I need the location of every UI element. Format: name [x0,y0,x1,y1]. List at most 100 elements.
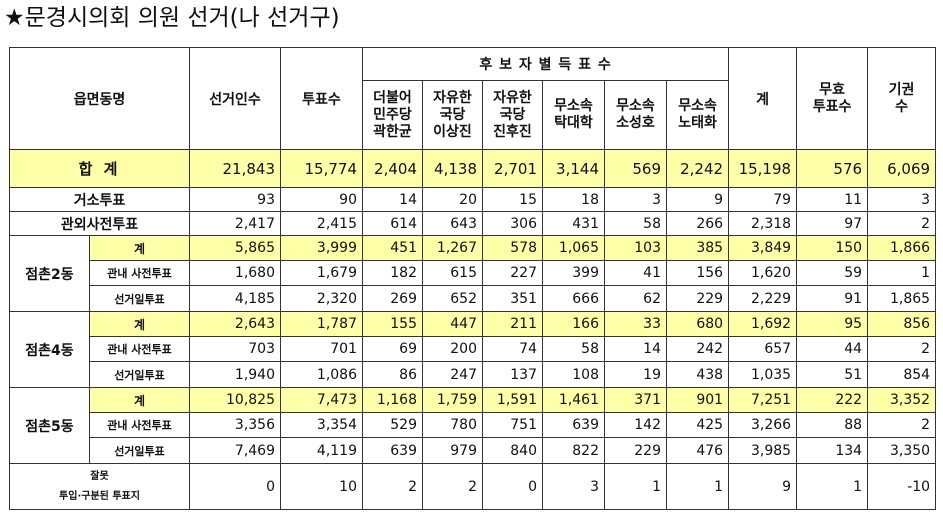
table-cell: 431 [542,211,605,236]
table-cell: 979 [422,437,483,464]
table-cell: 1,620 [728,260,798,286]
table-cell: 751 [482,412,543,438]
table-cell: 229 [665,285,730,312]
table-cell: 14 [362,187,423,212]
table-cell: 41 [604,260,667,286]
table-cell: 3,999 [280,235,363,261]
header-candidate-1: 더불어 민주당 곽한균 [362,80,423,150]
table-cell: 615 [422,260,483,286]
table-row: 점촌2동 계 5,865 3,999 451 1,267 578 1,065 103 385 3… [9,235,937,312]
table-row: 점촌4동 계 2,643 1,787 155 447 211 166 33 680 1,692 9… [9,311,937,388]
table-cell: 822 [542,437,605,464]
sub-label: 선거일투표 [89,285,190,312]
table-cell: 451 [362,235,423,261]
table-cell: 7,473 [280,387,363,413]
table-cell: 97 [796,211,869,236]
table-cell: 569 [604,149,667,188]
table-cell: 137 [482,361,543,388]
table-cell: 108 [542,361,605,388]
table-cell: 90 [280,187,363,212]
table-cell: 20 [422,187,483,212]
table-cell: 222 [796,387,869,413]
table-cell: 15,774 [280,149,363,188]
sub-label: 관내 사전투표 [89,412,190,438]
table-cell: 2,404 [362,149,423,188]
table-cell: 33 [604,311,667,337]
row-label: 거소투표 [9,187,190,212]
table-cell: 1,759 [422,387,483,413]
table-row: 관내 사전투표 3,356 3,354 529 780 751 639 142 425 3,26… [10,412,937,438]
table-cell: 142 [604,412,667,438]
table-cell: 2,701 [482,149,543,188]
table-cell: 155 [362,311,423,337]
table-cell: 0 [189,463,281,510]
header-candidate-5: 무소속 소성호 [604,80,667,150]
table-cell: 399 [542,260,605,286]
table-cell: 3,266 [728,412,798,438]
table-cell: 854 [867,361,937,388]
table-cell: 247 [422,361,483,388]
table-cell: 1,679 [280,260,363,286]
table-cell: 10 [280,463,363,510]
header-candidate-2: 자유한 국당 이상진 [422,80,483,150]
table-cell: 2,415 [280,211,363,236]
table-row: 선거일투표 4,185 2,320 269 652 351 666 62 229 2,229 91… [10,285,937,312]
table-cell: 4,119 [280,437,363,464]
table-cell: 1 [665,463,730,510]
table-cell: 229 [604,437,667,464]
table-cell: 3 [604,187,667,212]
table-cell: 103 [604,235,667,261]
table-cell: 780 [422,412,483,438]
table-row-home: 거소투표 93 90 14 20 15 18 3 9 79 11 3 [9,187,937,212]
table-cell: 211 [482,311,543,337]
table-row: 점촌5동 계 10,825 7,473 1,168 1,759 1,591 1,461 37… [9,387,937,464]
sub-label: 계 [89,311,190,337]
table-cell: 701 [280,336,363,362]
table-cell: 62 [604,285,667,312]
table-cell: 840 [482,437,543,464]
table-cell: 9 [665,187,730,212]
page-title: ★문경시의회 의원 선거(나 선거구) [4,5,340,31]
table-cell: 9 [728,463,798,510]
table-cell: 93 [189,187,281,212]
table-cell: 134 [796,437,869,464]
table-cell: 425 [665,412,730,438]
table-cell: 385 [665,235,730,261]
table-cell: 2,417 [189,211,281,236]
row-label: 관외사전투표 [9,211,190,236]
table-cell: 614 [362,211,423,236]
district-label: 점촌5동 [9,387,90,464]
sub-label: 선거일투표 [89,437,190,464]
table-cell: 11 [796,187,869,212]
header-candidate-4: 무소속 탁대학 [542,80,605,150]
table-cell: 1,267 [422,235,483,261]
header-row-2: 더불어 민주당 곽한균 자유한 국당 이상진 자유한 국당 진후진 무소속 탁대학 무소속 소성… [10,80,936,150]
table-cell: 1,065 [542,235,605,261]
table-cell: 1,680 [189,260,281,286]
table-cell: 6,069 [867,149,937,188]
table-cell: 1,591 [482,387,543,413]
table-cell: 703 [189,336,281,362]
header-invalid: 무효 투표수 [796,47,869,150]
header-candidate-6: 무소속 노태화 [665,80,730,150]
table-cell: 3,354 [280,412,363,438]
election-results-table: 읍면동명 선거인수 투표수 후 보 자 별 득 표 수 계 무효 투표수 기권 수 … [9,47,937,510]
table-cell: 476 [665,437,730,464]
table-cell: 1,168 [362,387,423,413]
table-cell: 3,849 [728,235,798,261]
table-cell: 7,251 [728,387,798,413]
table-cell: 3 [867,187,937,212]
sub-label: 계 [89,387,190,413]
table-cell: 639 [362,437,423,464]
table-cell: 19 [604,361,667,388]
table-cell: 51 [796,361,869,388]
table-cell: 44 [796,336,869,362]
table-cell: 58 [542,336,605,362]
table-cell: -10 [867,463,937,510]
table-row: 선거일투표 1,940 1,086 86 247 137 108 19 438 1,035 51 8… [10,361,937,388]
table-cell: 182 [362,260,423,286]
table-cell: 2 [867,211,937,236]
table-cell: 1,035 [728,361,798,388]
table-cell: 2 [867,412,937,438]
table-cell: 3,144 [542,149,605,188]
